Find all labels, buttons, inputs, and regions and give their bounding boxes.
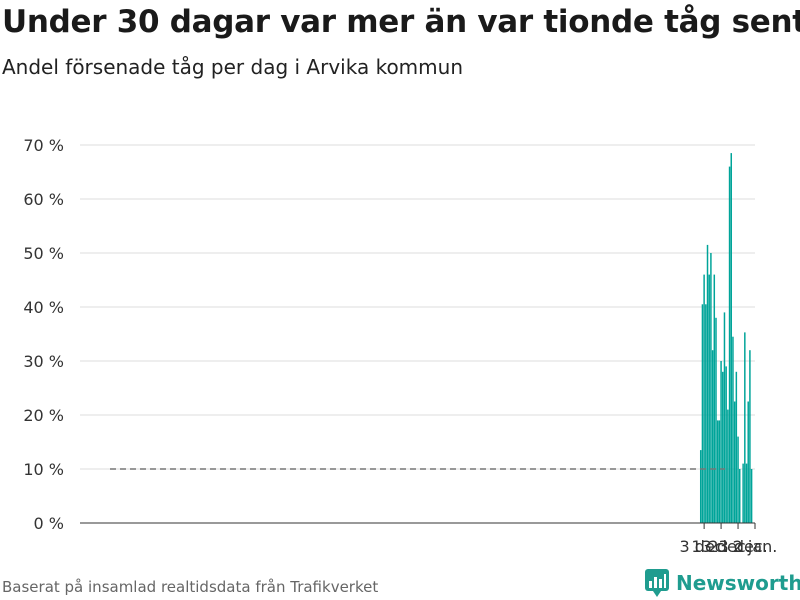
bar-2018-12-06 bbox=[708, 274, 710, 523]
x-tick-label: 13 dec. bbox=[691, 537, 750, 556]
bar-2018-12-28 bbox=[745, 463, 748, 523]
newsworthy-logo-icon bbox=[645, 569, 669, 597]
bar-2018-12-21 bbox=[733, 401, 736, 523]
y-tick-label: 20 % bbox=[23, 406, 64, 425]
bar-chart: 0 % 10 % 20 % 30 % 40 % 50 % 60 % 70 % 3 dec.13 … bbox=[23, 136, 777, 556]
bar-2018-12-17 bbox=[727, 409, 729, 523]
chart-title: Under 30 dagar var mer än var tionde tåg… bbox=[2, 4, 800, 40]
y-tick-label: 70 % bbox=[23, 136, 64, 155]
bar-2018-12-23 bbox=[737, 436, 739, 523]
brand-logo: Newsworthy bbox=[644, 568, 800, 598]
bar-2018-12-07 bbox=[710, 253, 712, 523]
bar-2018-12-18 bbox=[728, 166, 731, 523]
bar-2018-12-24 bbox=[738, 469, 741, 523]
bar-2018-12-03 bbox=[703, 274, 705, 523]
bar-2018-12-26 bbox=[742, 463, 744, 523]
bar-2018-12-09 bbox=[713, 274, 716, 523]
chart-subtitle: Andel försenade tåg per dag i Arvika kom… bbox=[2, 55, 463, 79]
bar-2018-12-12 bbox=[718, 420, 721, 523]
bar-2018-12-05 bbox=[706, 244, 709, 523]
bar-2018-12-16 bbox=[725, 366, 727, 523]
x-tick-label: 3 dec. bbox=[680, 537, 729, 556]
bar-2018-12-22 bbox=[735, 371, 738, 523]
bar-2018-12-08 bbox=[711, 350, 714, 523]
y-tick-label: 50 % bbox=[23, 244, 64, 263]
y-tick-label: 10 % bbox=[23, 460, 64, 479]
axes: 0 % 10 % 20 % 30 % 40 % 50 % 60 % 70 % 3 dec.13 … bbox=[23, 136, 777, 556]
y-tick-label: 30 % bbox=[23, 352, 64, 371]
y-tick-label: 60 % bbox=[23, 190, 64, 209]
bar-2018-12-11 bbox=[716, 420, 719, 523]
bar-2018-12-30 bbox=[749, 350, 751, 523]
gridlines bbox=[80, 144, 755, 470]
bar-2018-12-20 bbox=[732, 336, 734, 523]
source-note: Baserat på insamlad realtidsdata från Tr… bbox=[2, 578, 379, 596]
bar-2018-12-10 bbox=[715, 317, 717, 523]
bar-2018-12-29 bbox=[747, 401, 749, 523]
bar-2018-12-31 bbox=[750, 469, 753, 523]
bar-2018-12-01 bbox=[699, 450, 702, 523]
brand-name: Newsworthy bbox=[676, 571, 800, 595]
bar-2018-12-13 bbox=[720, 361, 722, 523]
bar-2018-12-27 bbox=[744, 332, 746, 523]
y-tick-label: 0 % bbox=[34, 514, 64, 533]
bar-2018-12-19 bbox=[730, 153, 733, 523]
bar-2018-12-04 bbox=[705, 304, 707, 523]
x-tick-label: 23 dec. bbox=[708, 537, 767, 556]
bar-2018-12-15 bbox=[723, 312, 726, 523]
x-tick-label: 2 jan. bbox=[733, 537, 778, 556]
bar-2018-12-02 bbox=[701, 304, 704, 523]
bars bbox=[699, 153, 753, 523]
bar-2018-12-14 bbox=[722, 371, 724, 523]
y-tick-label: 40 % bbox=[23, 298, 64, 317]
